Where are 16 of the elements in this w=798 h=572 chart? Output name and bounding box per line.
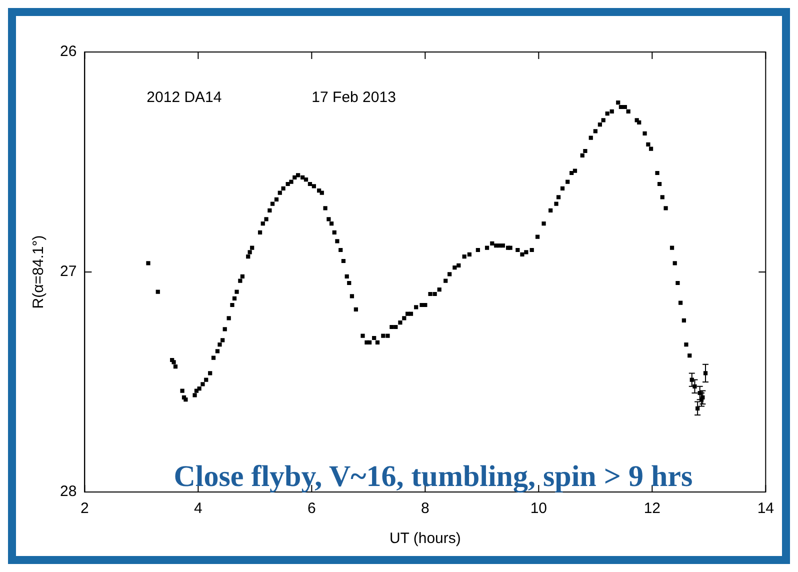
x-tick-label: 14 (757, 500, 774, 518)
y-tick-label: 26 (60, 43, 77, 60)
annotation: 2012 DA14 (146, 89, 222, 106)
y-tick-label: 27 (60, 263, 77, 280)
x-tick-label: 6 (308, 500, 316, 518)
annotation: Close flyby, V~16, tumbling, spin > 9 hrs (174, 460, 693, 493)
y-tick-label: 28 (60, 483, 77, 500)
x-tick-label: 8 (421, 500, 430, 518)
x-tick-label: 2 (80, 500, 89, 518)
annotation: 17 Feb 2013 (312, 89, 396, 106)
x-tick-label: 4 (194, 500, 202, 518)
y-axis-title: R(α=84.1°) (30, 235, 48, 309)
x-axis-title: UT (hours) (389, 530, 461, 548)
x-tick-label: 10 (530, 500, 548, 518)
slide-frame: UT (hours) R(α=84.1°) 2 4 6 8 10 12 14 26 27 28 2012 DA14 17 Feb 2013 Close flyby, V~16, tumbling, spin > 9 hrs (8, 8, 790, 564)
x-tick-label: 12 (644, 500, 661, 518)
